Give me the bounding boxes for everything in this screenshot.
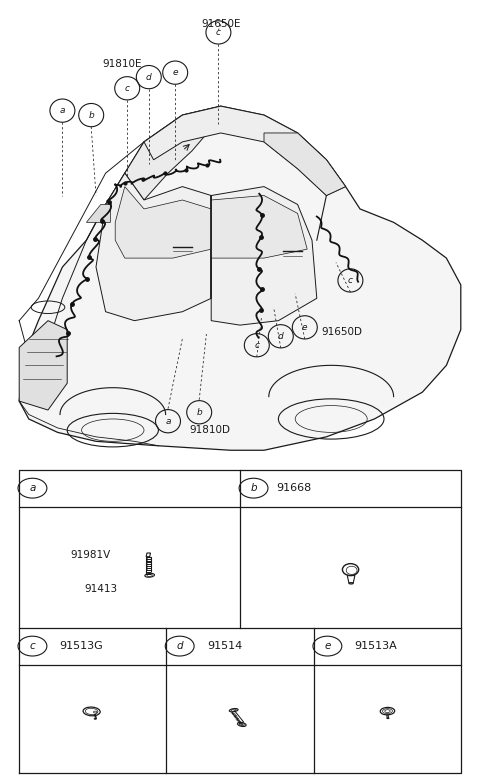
Text: a: a	[165, 417, 171, 426]
Text: 91810D: 91810D	[190, 425, 230, 435]
Text: b: b	[250, 483, 257, 493]
Text: c: c	[125, 84, 130, 93]
Text: e: e	[324, 641, 331, 651]
Text: d: d	[176, 641, 183, 651]
Polygon shape	[144, 106, 346, 195]
Text: c: c	[254, 341, 259, 350]
Text: d: d	[146, 73, 152, 82]
Text: b: b	[88, 111, 94, 120]
Polygon shape	[96, 173, 211, 321]
Text: a: a	[29, 483, 36, 493]
Text: 91981V: 91981V	[71, 550, 111, 560]
Text: 91668: 91668	[276, 483, 312, 493]
Text: d: d	[278, 332, 284, 341]
Polygon shape	[264, 133, 346, 195]
Text: 91810E: 91810E	[103, 60, 142, 69]
Polygon shape	[125, 106, 221, 200]
Text: 91413: 91413	[84, 584, 118, 593]
Text: 91514: 91514	[207, 641, 242, 651]
Text: 91513A: 91513A	[354, 641, 397, 651]
Text: e: e	[302, 323, 308, 332]
Polygon shape	[19, 321, 67, 410]
Polygon shape	[211, 195, 307, 258]
Text: 91513G: 91513G	[60, 641, 103, 651]
Text: c: c	[216, 28, 221, 37]
Text: a: a	[60, 106, 65, 115]
Text: c: c	[30, 641, 36, 651]
Text: e: e	[172, 68, 178, 77]
Text: 91650D: 91650D	[322, 327, 362, 337]
Polygon shape	[115, 187, 211, 258]
Polygon shape	[211, 187, 317, 325]
Polygon shape	[86, 205, 110, 223]
Text: c: c	[348, 276, 353, 285]
Text: 91650E: 91650E	[201, 19, 240, 29]
Polygon shape	[19, 106, 461, 450]
Text: b: b	[196, 408, 202, 417]
